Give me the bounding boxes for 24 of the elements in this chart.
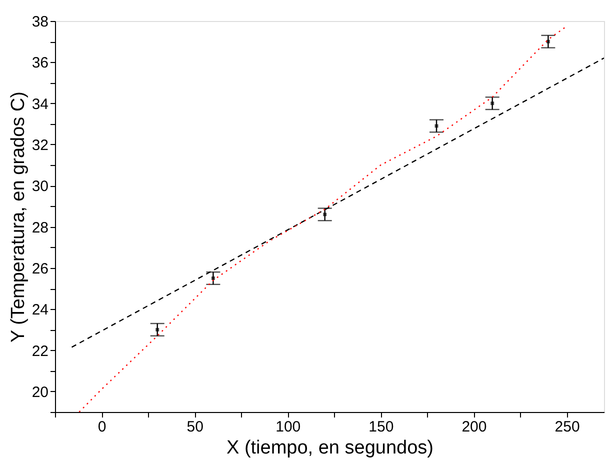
x-tick-label: 200	[462, 418, 487, 436]
x-tick-label: 150	[368, 418, 394, 436]
point	[323, 212, 327, 216]
y-tick-label: 36	[32, 54, 48, 72]
y-axis-title: Y (Temperatura, en grados C)	[8, 92, 29, 342]
y-tick-label: 34	[32, 96, 48, 113]
point	[490, 102, 494, 106]
y-tick-label: 30	[32, 178, 48, 196]
y-tick-label: 20	[32, 384, 48, 401]
x-tick-label: 100	[276, 418, 301, 436]
x-tick-label: 0	[98, 418, 106, 436]
x-tick-label: 250	[554, 418, 580, 436]
y-tick-label: 32	[32, 136, 48, 154]
point	[211, 276, 215, 280]
x-tick-label: 50	[186, 418, 204, 436]
x-axis-title: X (tiempo, en segundos)	[226, 438, 434, 458]
y-tick-label: 38	[32, 14, 48, 30]
y-tick-label: 28	[32, 219, 48, 236]
y-tick-label: 24	[32, 302, 48, 319]
line-series	[78, 26, 568, 412]
y-tick-label: 22	[32, 342, 48, 360]
y-tick-label: 26	[32, 260, 48, 278]
point	[546, 40, 550, 44]
point	[156, 328, 160, 332]
